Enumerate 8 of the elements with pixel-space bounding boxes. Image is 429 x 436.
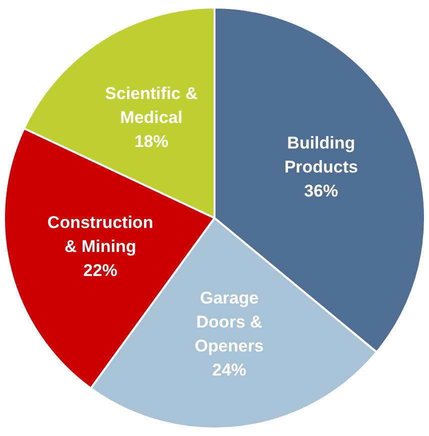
- slice-label: Building Products: [284, 133, 358, 176]
- slice-label: Scientific & Medical: [105, 84, 198, 128]
- slice-label: Garage Doors & Openers: [194, 288, 264, 356]
- data-label: 36%: [304, 181, 338, 200]
- slice-label: Construction & Mining: [47, 213, 154, 256]
- data-label: 24%: [212, 360, 246, 380]
- data-label: 18%: [134, 132, 168, 152]
- data-label: 22%: [83, 261, 118, 280]
